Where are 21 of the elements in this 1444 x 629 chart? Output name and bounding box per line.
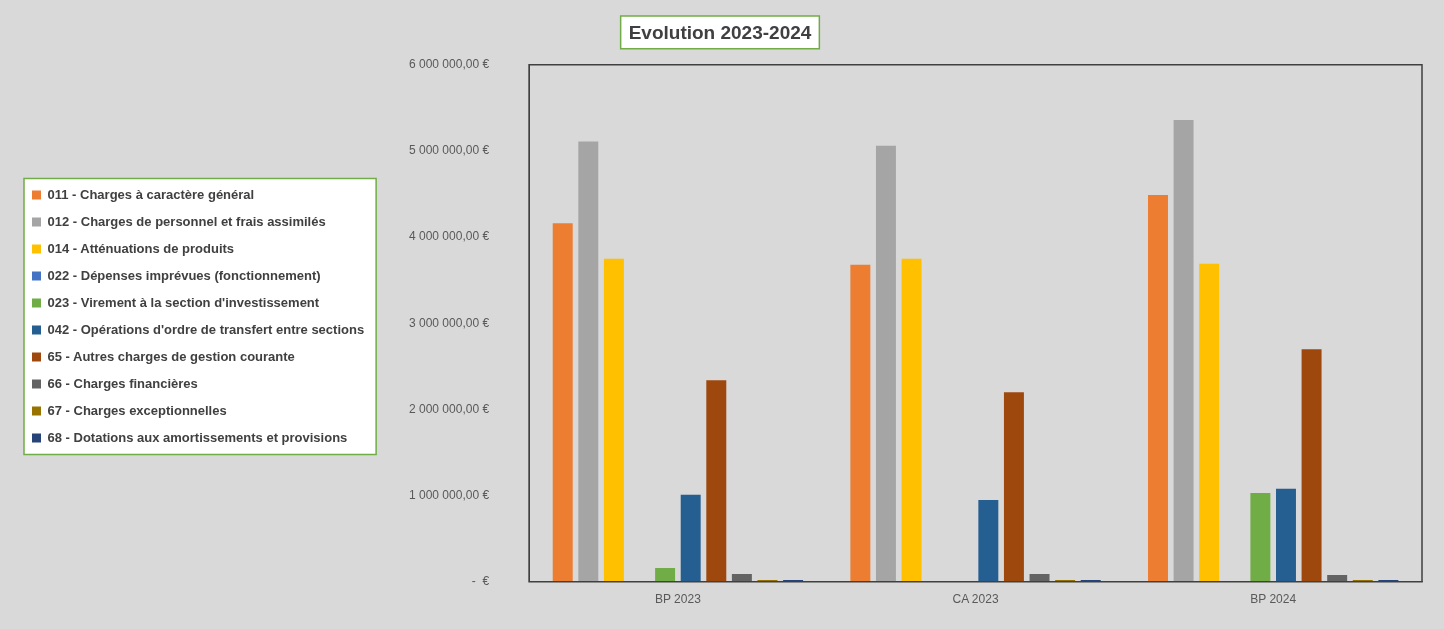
x-tick-label: BP 2023: [654, 592, 702, 607]
legend-label: 67 - Charges exceptionnelles: [47, 402, 227, 418]
legend-label: 011 - Charges à caractère général: [47, 186, 255, 202]
x-tick-label: CA 2023: [952, 592, 999, 607]
y-tick-label: 1 000 000,00 €: [409, 487, 490, 502]
y-tick-label: 2 000 000,00 €: [409, 401, 490, 416]
legend-label: 042 - Opérations d'ordre de transfert entre sections: [47, 321, 365, 337]
legend-label: 022 - Dépenses imprévues (fonctionnement): [47, 267, 321, 283]
legend-label: 014 - Atténuations de produits: [47, 240, 235, 256]
x-tick-label: BP 2024: [1250, 592, 1297, 607]
legend-label: 012 - Charges de personnel et frais assimilés: [47, 213, 326, 229]
y-tick-label: 4 000 000,00 €: [409, 229, 490, 244]
y-tick-label: 5 000 000,00 €: [409, 143, 490, 158]
legend-label: 023 - Virement à la section d'investissement: [47, 294, 320, 310]
y-tick-label: 6 000 000,00 €: [409, 57, 490, 72]
legend-label: 65 - Autres charges de gestion courante: [47, 348, 295, 364]
y-tick-label: 3 000 000,00 €: [409, 315, 490, 330]
legend-label: 68 - Dotations aux amortissements et provisions: [47, 429, 348, 445]
y-tick-label: - €: [471, 574, 490, 589]
chart-title: Evolution 2023-2024: [628, 21, 812, 43]
legend-label: 66 - Charges financières: [47, 375, 198, 391]
